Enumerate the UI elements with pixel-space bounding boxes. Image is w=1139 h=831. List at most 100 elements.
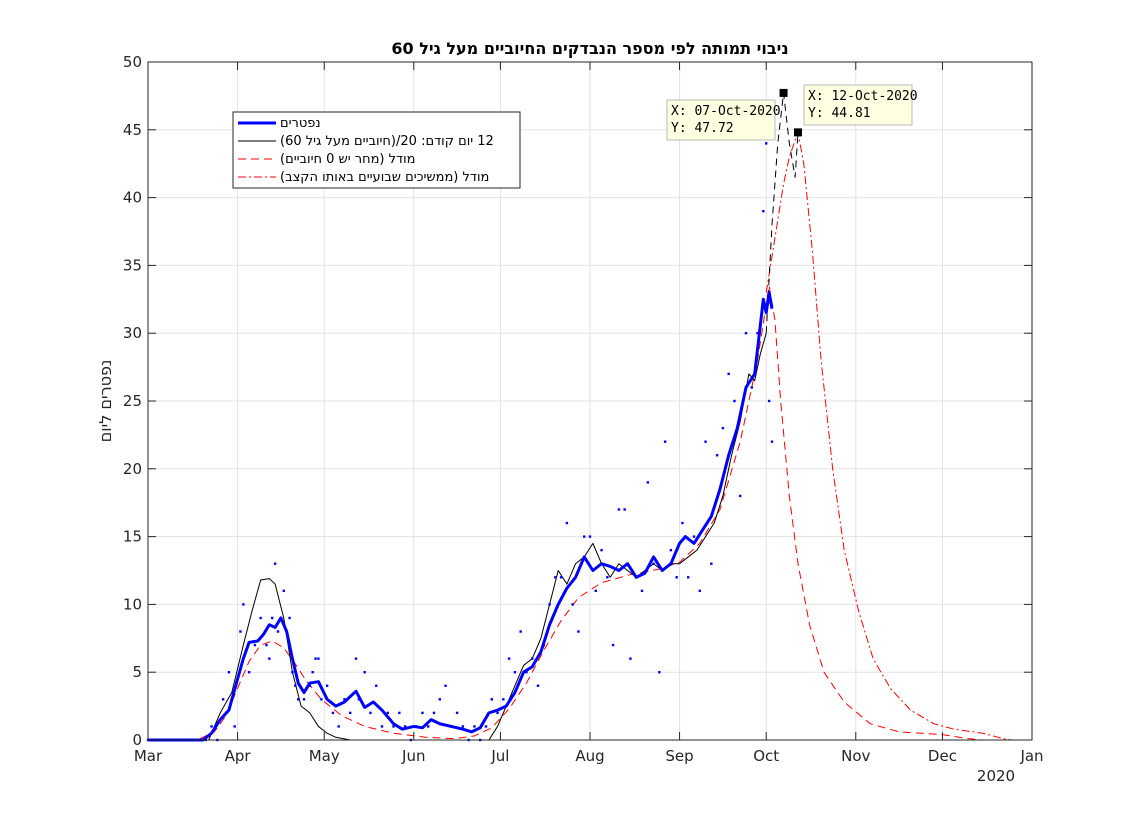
daily-death-point xyxy=(744,332,748,335)
daily-death-point xyxy=(239,630,242,633)
daily-death-point xyxy=(369,711,372,715)
y-tick-label: 30 xyxy=(123,324,142,342)
legend-label-model-zero: מודל (מחר יש 0 חיוביים) xyxy=(280,152,416,167)
daily-death-point xyxy=(221,698,225,701)
legend-label-model-continue: מודל (ממשיכים שבועיים באותו הקצב) xyxy=(280,170,489,185)
datatip-marker[interactable] xyxy=(794,128,802,137)
daily-death-point xyxy=(739,494,742,498)
daily-death-point xyxy=(224,711,228,715)
daily-death-point xyxy=(548,603,551,606)
y-tick-label: 10 xyxy=(123,595,142,613)
daily-death-point xyxy=(337,725,340,728)
daily-death-point xyxy=(354,657,358,660)
legend: נפטרים 12 יום קודם: 20/(חיוביים מעל גיל … xyxy=(232,111,521,189)
legend-label-lagged: 12 יום קודם: 20/(חיוביים מעל גיל 60) xyxy=(280,134,494,149)
x-tick-label: May xyxy=(309,747,340,765)
daily-death-point xyxy=(210,725,213,728)
chart-title: ניבוי תמותה לפי מספר הנבדקים החיוביים מע… xyxy=(391,39,788,58)
daily-death-point xyxy=(450,725,453,728)
daily-death-point xyxy=(484,725,488,728)
daily-death-point xyxy=(525,671,528,674)
x-tick-label: Jul xyxy=(490,747,509,765)
x-tick-label: Aug xyxy=(575,747,604,765)
daily-death-point xyxy=(490,698,493,701)
daily-death-point xyxy=(357,698,361,701)
daily-death-point xyxy=(531,657,534,660)
daily-death-point xyxy=(606,576,609,579)
daily-death-point xyxy=(583,535,586,538)
datatip-y-text: Y: 47.72 xyxy=(671,121,734,136)
x-tick-label: Dec xyxy=(928,747,957,765)
x-tick-label: Oct xyxy=(753,747,779,765)
daily-death-point xyxy=(273,562,277,565)
daily-death-point xyxy=(259,616,262,620)
daily-death-point xyxy=(710,562,713,565)
daily-death-point xyxy=(268,657,271,660)
series-deaths-line xyxy=(148,291,774,742)
daily-death-point xyxy=(577,630,580,633)
daily-death-point xyxy=(571,603,574,606)
x-axis-year-label: 2020 xyxy=(977,767,1015,785)
daily-death-point xyxy=(302,698,306,701)
daily-death-point xyxy=(727,372,730,376)
daily-death-point xyxy=(536,684,540,687)
daily-death-point xyxy=(675,576,678,579)
daily-scatter-points xyxy=(146,142,774,742)
y-axis-label: נפטרים ליום xyxy=(96,360,115,443)
daily-death-point xyxy=(542,643,545,647)
daily-death-point xyxy=(317,657,320,660)
daily-death-point xyxy=(623,508,626,511)
daily-death-point xyxy=(282,589,285,593)
daily-death-point xyxy=(363,671,366,674)
daily-death-point xyxy=(721,426,725,430)
daily-death-point xyxy=(750,386,753,389)
daily-death-point xyxy=(762,209,765,213)
daily-death-point xyxy=(297,698,300,701)
y-tick-label: 45 xyxy=(123,121,142,139)
datatip-x-text: X: 07-Oct-2020 xyxy=(671,104,781,119)
daily-death-point xyxy=(513,671,517,674)
axis-ticks: Mar Apr May Jun Jul Aug Sep Oct Nov Dec Jan 0 5 10 15 2… xyxy=(123,53,1044,765)
daily-death-point xyxy=(294,684,297,687)
daily-death-point xyxy=(349,711,352,715)
daily-death-point xyxy=(507,657,511,660)
daily-death-point xyxy=(455,711,459,715)
x-tick-label: Mar xyxy=(134,747,163,765)
daily-death-point xyxy=(473,725,476,728)
daily-death-point xyxy=(227,671,231,674)
x-tick-label: Jan xyxy=(1019,747,1043,765)
y-tick-label: 5 xyxy=(132,663,142,681)
y-tick-label: 0 xyxy=(132,731,142,749)
daily-death-point xyxy=(756,332,759,335)
daily-death-point xyxy=(386,711,389,715)
daily-death-point xyxy=(392,725,395,728)
daily-death-point xyxy=(565,521,569,525)
daily-death-point xyxy=(271,616,274,620)
daily-death-point xyxy=(519,630,522,633)
series-lagged-positives-line xyxy=(148,333,767,741)
daily-death-point xyxy=(715,454,719,457)
datatip-box xyxy=(803,84,913,126)
daily-death-point xyxy=(311,671,314,674)
daily-death-point xyxy=(265,643,268,647)
x-tick-label: Nov xyxy=(841,747,870,765)
daily-death-point xyxy=(652,562,655,565)
daily-death-point xyxy=(421,711,424,715)
datatip-marker[interactable] xyxy=(779,88,788,97)
daily-death-point xyxy=(331,711,335,715)
daily-death-point xyxy=(770,440,774,443)
daily-death-point xyxy=(617,508,621,511)
x-tick-label: Apr xyxy=(225,747,252,765)
y-tick-label: 15 xyxy=(123,528,142,546)
daily-death-point xyxy=(291,671,294,674)
daily-death-point xyxy=(635,576,638,579)
daily-death-point xyxy=(687,576,690,579)
daily-death-point xyxy=(663,440,667,443)
daily-death-point xyxy=(629,657,632,660)
daily-death-point xyxy=(594,589,597,593)
daily-death-point xyxy=(427,725,430,728)
daily-death-point xyxy=(767,399,771,403)
daily-death-point xyxy=(704,440,707,443)
series-model-zero-line xyxy=(148,285,983,741)
